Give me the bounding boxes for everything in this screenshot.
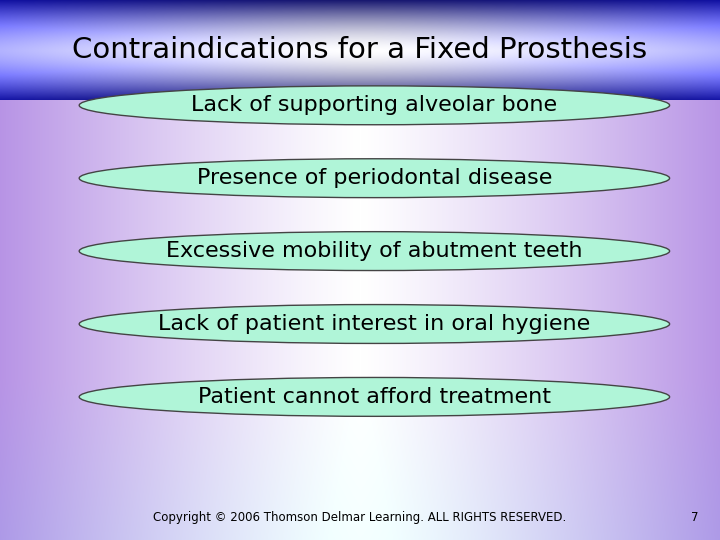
Text: Contraindications for a Fixed Prosthesis: Contraindications for a Fixed Prosthesis xyxy=(73,36,647,64)
Ellipse shape xyxy=(79,305,670,343)
Text: Excessive mobility of abutment teeth: Excessive mobility of abutment teeth xyxy=(166,241,582,261)
Text: Presence of periodontal disease: Presence of periodontal disease xyxy=(197,168,552,188)
Ellipse shape xyxy=(79,232,670,271)
Text: Copyright © 2006 Thomson Delmar Learning. ALL RIGHTS RESERVED.: Copyright © 2006 Thomson Delmar Learning… xyxy=(153,511,567,524)
Bar xyxy=(0,0,720,100)
Ellipse shape xyxy=(79,86,670,125)
Ellipse shape xyxy=(79,377,670,416)
Text: 7: 7 xyxy=(691,511,698,524)
Text: Lack of supporting alveolar bone: Lack of supporting alveolar bone xyxy=(192,95,557,116)
Text: Lack of patient interest in oral hygiene: Lack of patient interest in oral hygiene xyxy=(158,314,590,334)
Text: Patient cannot afford treatment: Patient cannot afford treatment xyxy=(198,387,551,407)
Ellipse shape xyxy=(79,159,670,198)
